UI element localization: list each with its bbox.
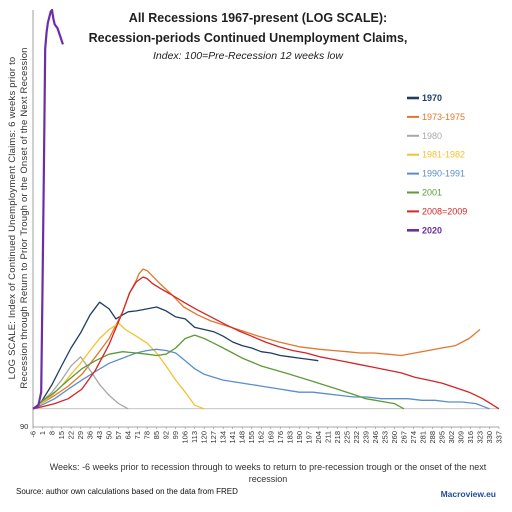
legend-label-1981-1982: 1981-1982	[422, 150, 465, 160]
x-tick-label: 190	[295, 431, 304, 444]
series-line-2020	[32, 8, 64, 410]
series-line-2008=2009	[32, 276, 500, 410]
source-note: Source: author own calculations based on…	[16, 487, 238, 496]
x-tick-label: 57	[114, 431, 123, 439]
x-tick-label: 64	[124, 431, 133, 439]
x-tick-label: 120	[200, 431, 209, 444]
plot-area	[32, 10, 499, 428]
legend-label-1980: 1980	[422, 131, 442, 141]
x-tick-label: 113	[190, 431, 199, 443]
series-line-1990-1991	[32, 348, 490, 410]
x-axis-label-line2: recession	[249, 474, 288, 484]
x-tick-label: 323	[475, 431, 484, 444]
x-tick-label: 50	[105, 431, 114, 439]
x-tick-label: 267	[399, 431, 408, 444]
legend-label-2001: 2001	[422, 188, 442, 198]
chart-subtitle-index: Index: 100=Pre-Recession 12 weeks low	[153, 50, 344, 62]
y-axis-label-line2: Recession through Return to Prior Trough…	[19, 47, 30, 388]
x-tick-label: 141	[228, 431, 237, 444]
x-tick-label: 134	[219, 431, 228, 444]
brand-logo-text: Macroview.eu	[441, 489, 496, 499]
x-tick-label: 302	[447, 431, 456, 444]
series-line-1980	[32, 356, 129, 410]
legend-label-1990-1991: 1990-1991	[422, 169, 465, 179]
x-tick-label: 295	[437, 431, 446, 444]
legend-label-1973-1975: 1973-1975	[422, 112, 465, 122]
x-tick-label: 43	[95, 431, 104, 439]
legend-label-2008=2009: 2008=2009	[422, 206, 467, 216]
x-tick-label: 330	[485, 431, 494, 444]
x-tick-label: 288	[428, 431, 437, 444]
x-tick-label: 204	[314, 431, 323, 444]
x-tick-label: 211	[323, 431, 332, 443]
x-tick-label: 260	[390, 431, 399, 444]
x-tick-label: 309	[456, 431, 465, 444]
x-tick-label: 106	[181, 431, 190, 444]
x-axis-label-line1: Weeks: -6 weeks prior to recession throu…	[50, 462, 487, 472]
chart-subtitle: Recession-periods Continued Unemployment…	[89, 31, 408, 45]
x-tick-label: 127	[209, 431, 218, 444]
x-tick-label: 239	[361, 431, 370, 444]
x-tick-label: 71	[133, 431, 142, 439]
x-tick-label: 78	[143, 431, 152, 439]
series-layer	[32, 8, 500, 410]
x-tick-label: 99	[171, 431, 180, 439]
x-tick-label: 253	[380, 431, 389, 444]
x-tick-label: 85	[152, 431, 161, 439]
x-tick-label: 197	[304, 431, 313, 444]
legend-label-2020: 2020	[422, 225, 442, 235]
x-tick-label: 36	[86, 431, 95, 439]
x-tick-label: 337	[495, 431, 504, 444]
x-tick-label: 1	[38, 431, 47, 435]
x-axis-ticks: -6 1 8 15 22 29 36 43 50 57 64 71 78 85 92 99 106 113 120 1…	[29, 427, 504, 444]
x-tick-label: 22	[67, 431, 76, 439]
series-line-2001	[32, 334, 405, 410]
x-tick-label: 148	[238, 431, 247, 444]
x-tick-label: 92	[162, 431, 171, 439]
y-axis-label-line1: LOG SCALE: Index of Continued Unemployme…	[7, 57, 18, 380]
y-tick-90: 90	[20, 422, 28, 431]
x-tick-label: 176	[276, 431, 285, 444]
legend-label-1970: 1970	[422, 93, 442, 103]
x-tick-label: 281	[418, 431, 427, 444]
x-tick-label: 232	[352, 431, 361, 444]
x-tick-label: 183	[285, 431, 294, 444]
legend: 1970 1973-1975 1980 1981-1982 1990-1991 2001 2…	[407, 93, 467, 235]
x-tick-label: 155	[247, 431, 256, 444]
y-axis-label: LOG SCALE: Index of Continued Unemployme…	[7, 47, 30, 388]
series-line-1973-1975	[32, 268, 481, 410]
x-tick-label: 274	[409, 431, 418, 444]
x-tick-label: 162	[257, 431, 266, 444]
x-tick-label: 316	[466, 431, 475, 444]
x-tick-label: 225	[342, 431, 351, 444]
chart-title: All Recessions 1967-present (LOG SCALE):	[129, 11, 387, 25]
x-tick-label: 29	[76, 431, 85, 439]
x-tick-label: 169	[266, 431, 275, 444]
x-tick-label: 8	[48, 431, 57, 435]
series-line-1970	[32, 301, 319, 410]
x-tick-label: 246	[371, 431, 380, 444]
x-tick-label: 15	[57, 431, 66, 439]
x-tick-label: -6	[29, 431, 38, 438]
x-tick-label: 218	[333, 431, 342, 444]
